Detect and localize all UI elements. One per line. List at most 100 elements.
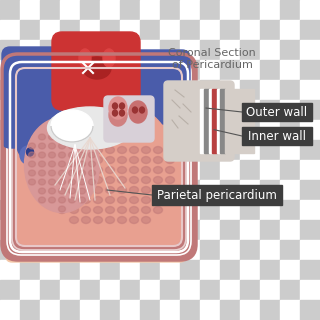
Ellipse shape <box>58 206 67 213</box>
Bar <box>240 120 260 140</box>
Ellipse shape <box>38 188 45 194</box>
Ellipse shape <box>141 177 150 183</box>
Bar <box>0 180 20 200</box>
Bar <box>100 0 120 20</box>
Ellipse shape <box>89 152 95 158</box>
Bar <box>180 100 200 120</box>
Bar <box>200 200 220 220</box>
Bar <box>280 60 300 80</box>
Bar <box>0 300 20 320</box>
Bar <box>300 200 320 220</box>
Bar <box>260 0 280 20</box>
Bar <box>0 160 20 180</box>
Ellipse shape <box>47 107 132 149</box>
Bar <box>140 220 160 240</box>
Ellipse shape <box>68 143 76 149</box>
Ellipse shape <box>89 179 95 185</box>
Text: Inner wall: Inner wall <box>248 130 306 142</box>
Bar <box>280 80 300 100</box>
Ellipse shape <box>141 166 150 173</box>
Bar <box>280 100 300 120</box>
Bar <box>40 300 60 320</box>
Bar <box>20 300 40 320</box>
Ellipse shape <box>68 170 76 176</box>
Bar <box>60 280 80 300</box>
FancyBboxPatch shape <box>2 54 196 260</box>
Ellipse shape <box>59 197 66 203</box>
Bar <box>40 100 60 120</box>
Bar <box>60 240 80 260</box>
Ellipse shape <box>141 147 150 154</box>
Ellipse shape <box>78 197 85 203</box>
Ellipse shape <box>20 146 36 164</box>
Bar <box>280 240 300 260</box>
Bar <box>260 160 280 180</box>
Bar <box>280 40 300 60</box>
Ellipse shape <box>119 110 124 116</box>
Bar <box>20 200 40 220</box>
Bar <box>260 60 280 80</box>
Bar <box>260 260 280 280</box>
Bar <box>140 20 160 40</box>
Bar <box>300 180 320 200</box>
Ellipse shape <box>49 143 55 149</box>
Bar <box>160 200 180 220</box>
Bar <box>140 160 160 180</box>
Ellipse shape <box>69 166 78 173</box>
Bar <box>60 200 80 220</box>
Bar <box>40 20 60 40</box>
Ellipse shape <box>45 187 54 194</box>
Bar <box>300 100 320 120</box>
Bar <box>200 80 220 100</box>
Bar <box>180 140 200 160</box>
Bar <box>200 120 220 140</box>
Bar <box>160 300 180 320</box>
Ellipse shape <box>82 147 91 154</box>
Bar <box>300 60 320 80</box>
Ellipse shape <box>38 152 45 158</box>
Ellipse shape <box>68 152 76 158</box>
Bar <box>120 280 140 300</box>
Bar <box>140 300 160 320</box>
Bar <box>180 200 200 220</box>
Ellipse shape <box>113 110 117 116</box>
Ellipse shape <box>117 217 126 223</box>
Bar <box>180 0 200 20</box>
Ellipse shape <box>68 134 76 140</box>
Bar <box>0 280 20 300</box>
Bar <box>140 140 160 160</box>
Ellipse shape <box>58 177 67 183</box>
Ellipse shape <box>49 161 55 167</box>
Bar <box>40 200 60 220</box>
Ellipse shape <box>117 147 126 154</box>
Bar <box>300 40 320 60</box>
Bar <box>0 240 20 260</box>
Bar <box>260 80 280 100</box>
Ellipse shape <box>154 196 163 204</box>
Bar <box>240 20 260 40</box>
Ellipse shape <box>165 156 174 164</box>
Bar <box>260 180 280 200</box>
Bar <box>220 89 225 153</box>
Bar <box>200 220 220 240</box>
Ellipse shape <box>89 143 95 149</box>
Bar <box>100 60 120 80</box>
Ellipse shape <box>130 177 139 183</box>
Ellipse shape <box>132 107 138 113</box>
Bar <box>160 40 180 60</box>
Bar <box>240 100 260 120</box>
Ellipse shape <box>49 170 55 176</box>
Ellipse shape <box>140 107 145 113</box>
Ellipse shape <box>49 197 55 203</box>
Ellipse shape <box>58 147 67 154</box>
Ellipse shape <box>59 188 66 194</box>
Bar <box>300 280 320 300</box>
Ellipse shape <box>141 187 150 194</box>
Ellipse shape <box>68 161 76 167</box>
Ellipse shape <box>68 197 76 203</box>
Ellipse shape <box>106 217 115 223</box>
Bar <box>240 80 260 100</box>
Bar <box>80 180 100 200</box>
Bar <box>140 200 160 220</box>
Ellipse shape <box>69 217 78 223</box>
